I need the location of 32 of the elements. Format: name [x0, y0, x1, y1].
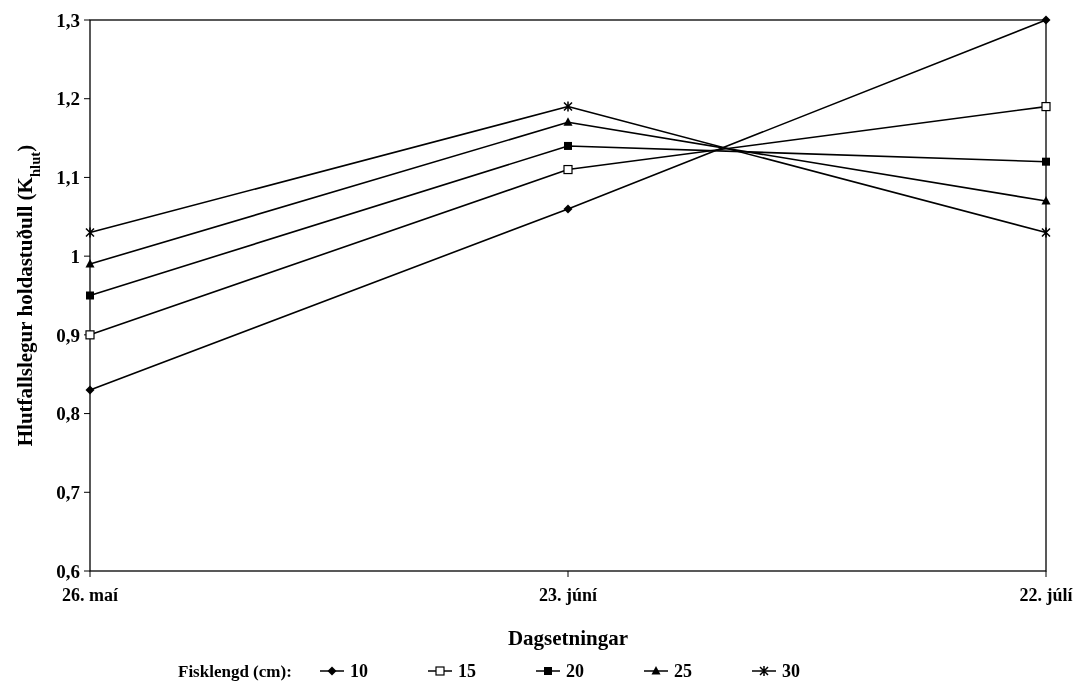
- point: [1041, 101, 1051, 112]
- y-tick-label: 0,8: [56, 403, 80, 425]
- y-tick-label: 0,9: [56, 324, 80, 346]
- legend-label: 25: [674, 661, 692, 682]
- legend-label: 30: [782, 661, 800, 682]
- point: [564, 141, 572, 150]
- point: [1041, 226, 1051, 239]
- legend-label: 20: [566, 661, 584, 682]
- point: [563, 100, 573, 113]
- legend-label: 15: [458, 661, 476, 682]
- x-tick-label: 23. júní: [538, 585, 598, 605]
- legend-title: Fisklengd (cm):: [178, 661, 292, 681]
- y-tick-label: 0,7: [56, 481, 81, 503]
- point: [563, 204, 573, 214]
- legend-label: 10: [350, 661, 368, 682]
- point: [1041, 196, 1051, 205]
- y-tick-label: 0,6: [56, 560, 80, 582]
- y-tick-label: 1: [70, 245, 80, 267]
- y-tick-label: 1,2: [56, 88, 80, 110]
- point: [563, 164, 573, 175]
- y-tick-label: 1,3: [56, 9, 80, 31]
- point: [85, 385, 95, 395]
- x-tick-label: 26. maí: [62, 585, 119, 605]
- y-tick-label: 1,1: [56, 167, 80, 189]
- point: [85, 226, 95, 239]
- point: [1042, 157, 1050, 166]
- point: [85, 259, 95, 268]
- point: [1041, 15, 1051, 25]
- point: [563, 117, 573, 126]
- x-axis-title: Dagsetningar: [507, 626, 629, 650]
- point: [86, 291, 94, 300]
- x-tick-label: 22. júlí: [1019, 585, 1074, 605]
